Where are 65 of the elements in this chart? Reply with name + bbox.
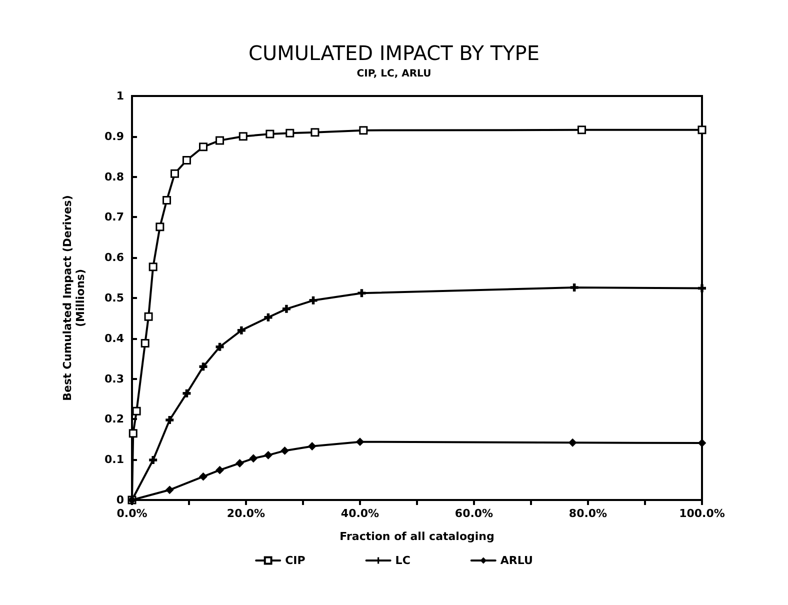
point — [282, 304, 290, 313]
point — [144, 312, 153, 321]
point — [264, 451, 272, 460]
point — [182, 389, 191, 398]
y-tick-label: 1 — [116, 90, 124, 102]
point — [199, 362, 208, 371]
point — [698, 439, 706, 448]
point — [308, 442, 316, 450]
point — [140, 339, 150, 348]
y-tick-label: 0.4 — [104, 332, 124, 345]
y-tick-label: 0.7 — [104, 210, 124, 224]
point — [568, 438, 577, 447]
point — [359, 126, 368, 135]
point — [309, 296, 318, 304]
point — [698, 126, 706, 134]
x-tick-label: 100.0% — [679, 507, 725, 520]
point — [199, 142, 208, 152]
x-tick-label: 0.0% — [116, 507, 148, 520]
point — [166, 416, 174, 424]
y-tick-label: 0.9 — [104, 130, 124, 143]
point — [149, 456, 158, 464]
legend-label: LC — [395, 554, 410, 567]
y-axis-title: Best Cumulated Impact (Derives) (Millions) — [61, 195, 87, 401]
point — [182, 156, 191, 164]
legend-label: ARLU — [500, 554, 533, 567]
point — [249, 454, 258, 462]
point — [264, 313, 272, 322]
point — [128, 429, 138, 438]
point — [238, 132, 248, 141]
point — [156, 222, 164, 232]
chart-subtitle: CIP, LC, ARLU — [356, 68, 432, 80]
point — [280, 446, 289, 455]
x-tick-label: 80.0% — [568, 507, 608, 520]
y-tick-label: 0 — [116, 494, 124, 506]
chart-title: CUMULATED IMPACT BY TYPE — [248, 41, 540, 65]
y-tick-label: 0.2 — [104, 412, 124, 426]
point — [216, 342, 224, 351]
y-tick-label: 0.8 — [104, 170, 124, 184]
point — [356, 438, 364, 446]
point — [310, 128, 320, 137]
point — [698, 284, 706, 292]
point — [170, 169, 179, 178]
point — [236, 459, 244, 468]
point — [166, 486, 174, 494]
x-tick-label: 20.0% — [226, 507, 266, 520]
point — [216, 466, 224, 474]
x-tick-label: 60.0% — [454, 507, 494, 520]
point — [570, 283, 578, 292]
point — [148, 262, 158, 272]
y-tick-label: 0.1 — [104, 453, 124, 466]
x-tick-label: 40.0% — [340, 507, 380, 520]
point — [237, 326, 246, 334]
x-axis-title: Fraction of all cataloging — [340, 530, 494, 543]
point — [216, 136, 224, 145]
y-tick-label: 0.3 — [104, 372, 124, 386]
point — [577, 126, 586, 134]
y-tick-label: 0.5 — [104, 292, 124, 304]
legend-label: CIP — [285, 554, 306, 567]
point — [286, 128, 294, 138]
point — [162, 196, 172, 204]
y-tick-label: 0.6 — [104, 251, 124, 264]
point — [358, 289, 366, 298]
point — [132, 406, 141, 416]
point — [199, 472, 208, 481]
point — [266, 130, 274, 138]
